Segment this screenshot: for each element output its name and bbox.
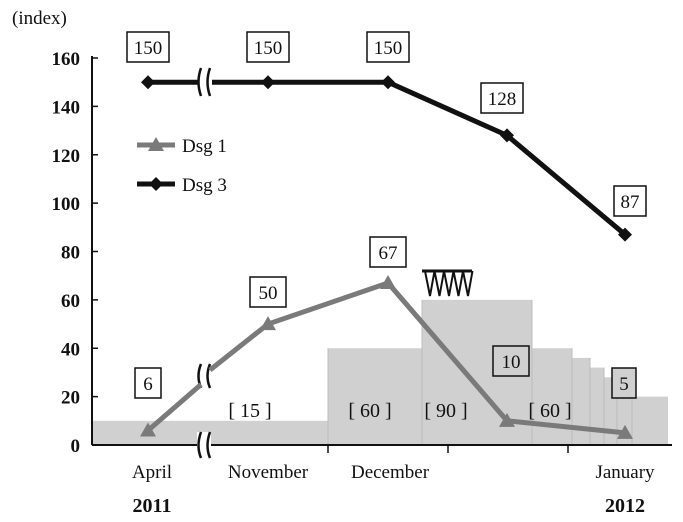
dsg3-data-label: 87 [613, 185, 647, 217]
dsg1-marker [380, 274, 396, 289]
x-year-label: 2012 [605, 495, 645, 517]
dsg1-data-label: 50 [249, 276, 287, 308]
y-tick-label: 20 [61, 388, 80, 409]
dsg3-data-label: 150 [246, 31, 290, 63]
bracket-labels: [ 15 ] [ 60 ] [ 90 ] [ 60 ] [228, 400, 571, 422]
tap-icon-segment [452, 270, 464, 297]
area-step [210, 420, 328, 445]
tap-icon-segment [433, 270, 445, 297]
area-step [532, 348, 572, 445]
tap-icon-segment [424, 270, 436, 297]
dsg3-line [212, 79, 627, 237]
dsg1-data-label-box [249, 276, 287, 308]
x-axis-labels: April 2011 November December January 2012 [132, 462, 655, 517]
tap-icon [422, 269, 474, 297]
legend-dsg3-label: Dsg 3 [182, 175, 227, 196]
legend-dsg1-marker [148, 137, 164, 151]
dsg3-marker [618, 227, 632, 242]
bracket-label: [ 15 ] [228, 400, 271, 422]
area-step [590, 367, 604, 445]
dsg1-data-label-text: 50 [259, 283, 278, 304]
dsg3-marker [500, 128, 514, 143]
dsg3-data-label-box [366, 31, 410, 63]
background-area [92, 299, 668, 445]
dsg3-data-label-text: 150 [254, 38, 283, 59]
y-tick-label: 120 [52, 146, 81, 167]
legend-dsg3-marker [149, 177, 163, 191]
dsg1-data-label-text: 5 [619, 374, 629, 395]
dsg3-data-label: 150 [366, 31, 410, 63]
dsg3-marker [261, 75, 275, 90]
dsg1-data-label: 67 [369, 236, 407, 268]
dsg1-data-label-text: 6 [143, 374, 153, 395]
y-tick-label: 0 [71, 436, 81, 457]
tap-icon-segment [443, 270, 455, 297]
x-tick-label: December [351, 462, 430, 483]
dsg1-data-label: 6 [134, 367, 162, 399]
dsg1-marker [499, 412, 515, 427]
bracket-label: [ 60 ] [348, 400, 391, 422]
dsg3-marker [381, 75, 395, 90]
dsg3-data-label-box [246, 31, 290, 63]
dsg1-data-label: 10 [492, 345, 530, 377]
dsg3-data-label-box [126, 31, 170, 63]
x-year-label: 2011 [133, 495, 172, 517]
dsg1-marker [140, 422, 156, 437]
y-tick-label: 100 [52, 194, 81, 215]
y-tick-label: 160 [52, 49, 81, 70]
dsg1-data-label: 5 [611, 367, 637, 399]
data-labels: 150 150 150 128 87 6 50 67 10 5 [126, 31, 647, 399]
x-tick-label: January [595, 462, 655, 483]
y-tick-label: 60 [61, 291, 80, 312]
series [140, 75, 633, 439]
dsg1-marker [617, 424, 633, 439]
axes: 0 20 40 60 80 100 120 140 160 (index) [12, 8, 672, 457]
bracket-label: [ 60 ] [528, 400, 571, 422]
y-tick-label: 40 [61, 339, 80, 360]
dsg1-marker [260, 316, 276, 331]
legend: Dsg 1 Dsg 3 [137, 136, 227, 196]
tap-icon-segment [462, 270, 474, 297]
dsg1-line-segment [146, 382, 203, 433]
dsg3-data-label-box [480, 82, 524, 114]
x-tick-label: November [228, 462, 309, 483]
area-step [328, 348, 422, 445]
break-slash-axis [197, 431, 212, 459]
dsg3-marker [141, 75, 155, 90]
x-tick-label: April [132, 462, 172, 483]
dsg1-data-label-box [369, 236, 407, 268]
dsg1-data-label-box [611, 367, 637, 399]
dsg3-data-label-text: 150 [374, 38, 403, 59]
dsg3-data-label-text: 87 [621, 192, 640, 213]
dsg3-data-label-text: 128 [488, 89, 517, 110]
dsg1-data-label-text: 67 [379, 243, 398, 264]
area-step [632, 396, 668, 445]
y-tick-label: 80 [61, 243, 80, 264]
legend-dsg1-label: Dsg 1 [182, 136, 227, 157]
dsg3-data-label: 128 [480, 82, 524, 114]
dsg1-data-label-box [492, 345, 530, 377]
axis-break [197, 67, 212, 459]
dsg1-data-label-text: 10 [502, 352, 521, 373]
break-slash-dsg3 [197, 67, 212, 97]
bracket-label: [ 90 ] [424, 400, 467, 422]
dsg3-data-label: 150 [126, 31, 170, 63]
dsg3-data-label-box [613, 185, 647, 217]
dsg1-data-label-box [134, 367, 162, 399]
area-step [572, 357, 590, 445]
y-tick-label: 140 [52, 97, 81, 118]
y-axis-title: (index) [12, 8, 67, 29]
dsg3-data-label-text: 150 [134, 38, 163, 59]
